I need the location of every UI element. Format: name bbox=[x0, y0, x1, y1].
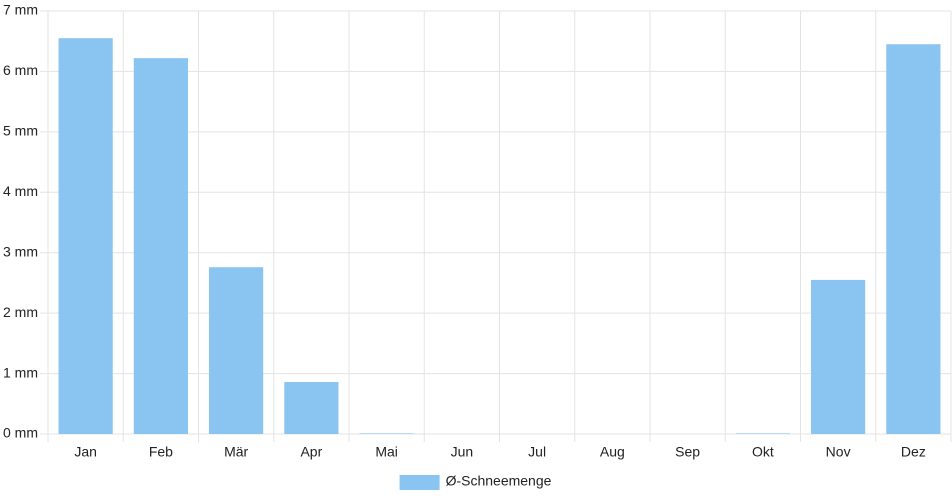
bar bbox=[359, 433, 414, 434]
y-tick-label: 4 mm bbox=[3, 183, 38, 199]
x-tick-label: Mär bbox=[224, 444, 248, 460]
bar bbox=[58, 38, 113, 434]
y-tick-label: 7 mm bbox=[3, 2, 38, 18]
y-tick-label: 3 mm bbox=[3, 243, 38, 259]
y-tick-label: 6 mm bbox=[3, 62, 38, 78]
bar bbox=[284, 382, 339, 434]
bar bbox=[735, 433, 790, 434]
y-tick-label: 2 mm bbox=[3, 304, 38, 320]
x-tick-label: Jun bbox=[451, 444, 474, 460]
y-tick-label: 5 mm bbox=[3, 123, 38, 139]
x-tick-label: Dez bbox=[901, 444, 926, 460]
y-tick-label: 1 mm bbox=[3, 364, 38, 380]
x-tick-label: Feb bbox=[149, 444, 173, 460]
legend-swatch bbox=[399, 475, 440, 490]
x-tick-label: Apr bbox=[300, 444, 322, 460]
x-tick-label: Jan bbox=[74, 444, 97, 460]
y-tick-label: 0 mm bbox=[3, 425, 38, 441]
bar bbox=[811, 279, 866, 434]
x-tick-label: Okt bbox=[752, 444, 774, 460]
bar bbox=[886, 44, 941, 434]
x-tick-label: Aug bbox=[600, 444, 625, 460]
x-tick-label: Sep bbox=[675, 444, 700, 460]
bar bbox=[209, 267, 264, 434]
x-tick-label: Jul bbox=[528, 444, 546, 460]
bar bbox=[133, 58, 188, 435]
legend-label: Ø-Schneemenge bbox=[446, 473, 552, 489]
x-tick-label: Nov bbox=[826, 444, 851, 460]
x-tick-label: Mai bbox=[375, 444, 398, 460]
